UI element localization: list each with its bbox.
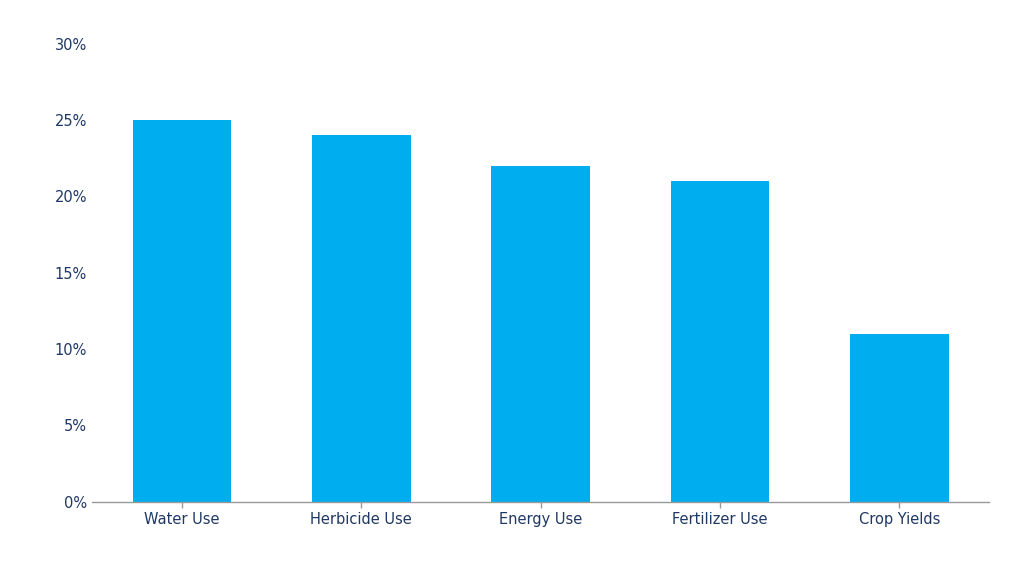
Bar [669, 181, 768, 502]
Bar [132, 120, 231, 502]
Bar [491, 166, 589, 502]
Bar [849, 333, 948, 502]
Bar [312, 135, 411, 502]
